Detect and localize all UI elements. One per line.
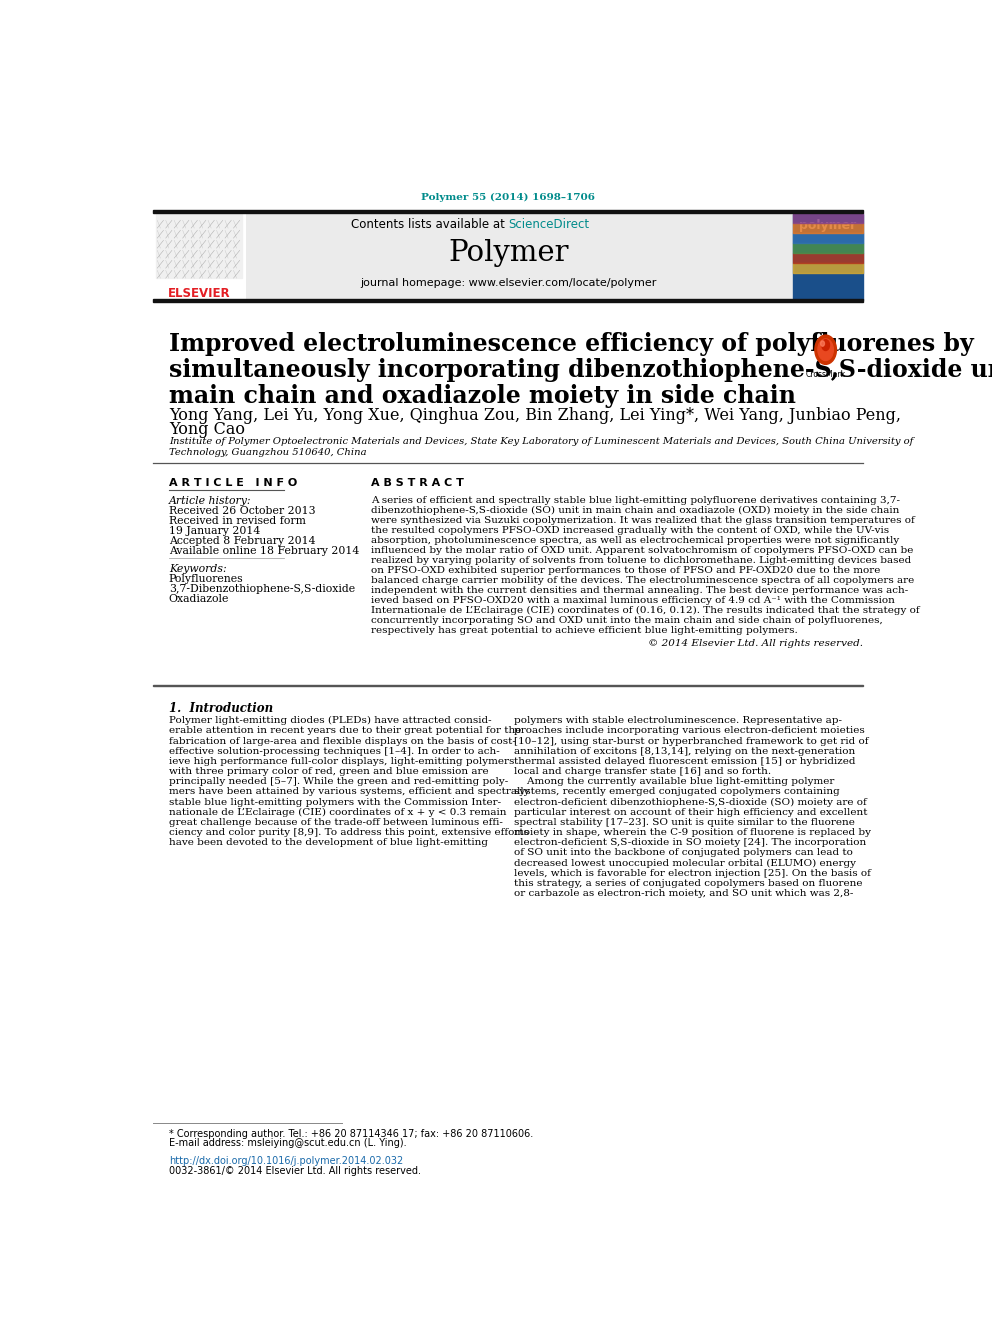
Text: Improved electroluminescence efficiency of polyfluorenes by: Improved electroluminescence efficiency … — [169, 332, 973, 356]
Text: concurrently incorporating SO and OXD unit into the main chain and side chain of: concurrently incorporating SO and OXD un… — [371, 617, 883, 626]
Bar — [154, 685, 863, 687]
Bar — [154, 299, 863, 302]
Text: A R T I C L E   I N F O: A R T I C L E I N F O — [169, 479, 297, 488]
Bar — [794, 213, 863, 222]
Bar — [793, 214, 863, 300]
Text: local and charge transfer state [16] and so forth.: local and charge transfer state [16] and… — [514, 767, 771, 777]
Text: moiety in shape, wherein the C-9 position of fluorene is replaced by: moiety in shape, wherein the C-9 positio… — [514, 828, 871, 837]
Text: systems, recently emerged conjugated copolymers containing: systems, recently emerged conjugated cop… — [514, 787, 839, 796]
Bar — [794, 243, 863, 253]
Text: polymer: polymer — [800, 220, 856, 233]
Text: principally needed [5–7]. While the green and red-emitting poly-: principally needed [5–7]. While the gree… — [169, 777, 508, 786]
Text: http://dx.doi.org/10.1016/j.polymer.2014.02.032: http://dx.doi.org/10.1016/j.polymer.2014… — [169, 1156, 403, 1166]
Ellipse shape — [820, 341, 824, 347]
Text: Internationale de L’Eclairage (CIE) coordinates of (0.16, 0.12). The results ind: Internationale de L’Eclairage (CIE) coor… — [371, 606, 920, 615]
Text: CrossMark: CrossMark — [806, 369, 846, 378]
Ellipse shape — [821, 340, 829, 351]
Ellipse shape — [814, 335, 836, 364]
Text: with three primary color of red, green and blue emission are: with three primary color of red, green a… — [169, 767, 488, 777]
Text: this strategy, a series of conjugated copolymers based on fluorene: this strategy, a series of conjugated co… — [514, 878, 862, 888]
Text: ciency and color purity [8,9]. To address this point, extensive efforts: ciency and color purity [8,9]. To addres… — [169, 828, 529, 837]
Text: decreased lowest unoccupied molecular orbital (ELUMO) energy: decreased lowest unoccupied molecular or… — [514, 859, 856, 868]
Text: Received in revised form: Received in revised form — [169, 516, 306, 527]
Text: influenced by the molar ratio of OXD unit. Apparent solvatochromism of copolymer: influenced by the molar ratio of OXD uni… — [371, 546, 914, 556]
Text: ELSEVIER: ELSEVIER — [169, 287, 231, 300]
Text: 19 January 2014: 19 January 2014 — [169, 527, 260, 536]
Text: main chain and oxadiazole moiety in side chain: main chain and oxadiazole moiety in side… — [169, 385, 796, 409]
Text: journal homepage: www.elsevier.com/locate/polymer: journal homepage: www.elsevier.com/locat… — [360, 279, 657, 288]
Text: electron-deficient dibenzothiophene-S,S-dioxide (SO) moiety are of: electron-deficient dibenzothiophene-S,S-… — [514, 798, 867, 807]
Bar — [156, 214, 242, 278]
Text: A series of efficient and spectrally stable blue light-emitting polyfluorene der: A series of efficient and spectrally sta… — [371, 496, 901, 505]
Text: 3,7-Dibenzothiophene-S,S-dioxide: 3,7-Dibenzothiophene-S,S-dioxide — [169, 583, 355, 594]
Text: respectively has great potential to achieve efficient blue light-emitting polyme: respectively has great potential to achi… — [371, 626, 799, 635]
Text: Among the currently available blue light-emitting polymer: Among the currently available blue light… — [514, 777, 834, 786]
Text: stable blue light-emitting polymers with the Commission Inter-: stable blue light-emitting polymers with… — [169, 798, 501, 807]
Bar — [154, 214, 246, 300]
Ellipse shape — [818, 339, 833, 360]
Text: the resulted copolymers PFSO-OXD increased gradually with the content of OXD, wh: the resulted copolymers PFSO-OXD increas… — [371, 527, 890, 534]
Text: ieved based on PFSO-OXD20 with a maximal luminous efficiency of 4.9 cd A⁻¹ with : ieved based on PFSO-OXD20 with a maximal… — [371, 597, 895, 605]
Text: A B S T R A C T: A B S T R A C T — [371, 479, 464, 488]
Text: annihilation of excitons [8,13,14], relying on the next-generation: annihilation of excitons [8,13,14], rely… — [514, 746, 855, 755]
Text: proaches include incorporating various electron-deficient moieties: proaches include incorporating various e… — [514, 726, 865, 736]
Text: Polyfluorenes: Polyfluorenes — [169, 574, 243, 583]
Text: Yong Yang, Lei Yu, Yong Xue, Qinghua Zou, Bin Zhang, Lei Ying*, Wei Yang, Junbia: Yong Yang, Lei Yu, Yong Xue, Qinghua Zou… — [169, 406, 901, 423]
Text: mers have been attained by various systems, efficient and spectrally: mers have been attained by various syste… — [169, 787, 530, 796]
Bar — [794, 224, 863, 233]
Text: independent with the current densities and thermal annealing. The best device pe: independent with the current densities a… — [371, 586, 909, 595]
Text: E-mail address: msleiying@scut.edu.cn (L. Ying).: E-mail address: msleiying@scut.edu.cn (L… — [169, 1138, 407, 1148]
Text: fabrication of large-area and flexible displays on the basis of cost-: fabrication of large-area and flexible d… — [169, 737, 516, 746]
Text: erable attention in recent years due to their great potential for the: erable attention in recent years due to … — [169, 726, 521, 736]
Text: 1.  Introduction: 1. Introduction — [169, 703, 273, 716]
Text: 0032-3861/© 2014 Elsevier Ltd. All rights reserved.: 0032-3861/© 2014 Elsevier Ltd. All right… — [169, 1166, 421, 1176]
Text: Polymer: Polymer — [448, 238, 568, 267]
Text: Contents lists available at: Contents lists available at — [351, 218, 509, 230]
Text: © 2014 Elsevier Ltd. All rights reserved.: © 2014 Elsevier Ltd. All rights reserved… — [649, 639, 863, 648]
Text: simultaneously incorporating dibenzothiophene-S,S-dioxide unit in: simultaneously incorporating dibenzothio… — [169, 359, 992, 382]
Text: polymers with stable electroluminescence. Representative ap-: polymers with stable electroluminescence… — [514, 716, 842, 725]
Text: Keywords:: Keywords: — [169, 564, 226, 574]
Text: levels, which is favorable for electron injection [25]. On the basis of: levels, which is favorable for electron … — [514, 869, 871, 877]
Text: thermal assisted delayed fluorescent emission [15] or hybridized: thermal assisted delayed fluorescent emi… — [514, 757, 855, 766]
Text: Polymer light-emitting diodes (PLEDs) have attracted consid-: Polymer light-emitting diodes (PLEDs) ha… — [169, 716, 491, 725]
Text: nationale de L’Eclairage (CIE) coordinates of x + y < 0.3 remain: nationale de L’Eclairage (CIE) coordinat… — [169, 808, 506, 816]
Text: Polymer 55 (2014) 1698–1706: Polymer 55 (2014) 1698–1706 — [422, 193, 595, 202]
Text: great challenge because of the trade-off between luminous effi-: great challenge because of the trade-off… — [169, 818, 503, 827]
Text: ieve high performance full-color displays, light-emitting polymers: ieve high performance full-color display… — [169, 757, 514, 766]
Text: Accepted 8 February 2014: Accepted 8 February 2014 — [169, 536, 315, 546]
Text: [10–12], using star-burst or hyperbranched framework to get rid of: [10–12], using star-burst or hyperbranch… — [514, 737, 868, 746]
Text: realized by varying polarity of solvents from toluene to dichloromethane. Light-: realized by varying polarity of solvents… — [371, 556, 912, 565]
Bar — [154, 210, 863, 213]
Text: were synthesized via Suzuki copolymerization. It was realized that the glass tra: were synthesized via Suzuki copolymeriza… — [371, 516, 915, 525]
Text: Article history:: Article history: — [169, 496, 251, 505]
Text: dibenzothiophene-S,S-dioxide (SO) unit in main chain and oxadiazole (OXD) moiety: dibenzothiophene-S,S-dioxide (SO) unit i… — [371, 505, 900, 515]
Text: of SO unit into the backbone of conjugated polymers can lead to: of SO unit into the backbone of conjugat… — [514, 848, 853, 857]
Bar — [794, 254, 863, 263]
Text: Available online 18 February 2014: Available online 18 February 2014 — [169, 546, 359, 556]
Text: spectral stability [17–23]. SO unit is quite similar to the fluorene: spectral stability [17–23]. SO unit is q… — [514, 818, 855, 827]
Text: absorption, photoluminescence spectra, as well as electrochemical properties wer: absorption, photoluminescence spectra, a… — [371, 536, 900, 545]
Bar — [246, 214, 793, 300]
Bar — [794, 233, 863, 242]
Text: ScienceDirect: ScienceDirect — [509, 218, 589, 230]
Text: balanced charge carrier mobility of the devices. The electroluminescence spectra: balanced charge carrier mobility of the … — [371, 576, 915, 585]
Text: electron-deficient S,S-dioxide in SO moiety [24]. The incorporation: electron-deficient S,S-dioxide in SO moi… — [514, 839, 866, 847]
Bar — [794, 263, 863, 273]
Text: have been devoted to the development of blue light-emitting: have been devoted to the development of … — [169, 839, 488, 847]
Text: particular interest on account of their high efficiency and excellent: particular interest on account of their … — [514, 808, 867, 816]
Text: Technology, Guangzhou 510640, China: Technology, Guangzhou 510640, China — [169, 447, 366, 456]
Text: Received 26 October 2013: Received 26 October 2013 — [169, 505, 315, 516]
Text: or carbazole as electron-rich moiety, and SO unit which was 2,8-: or carbazole as electron-rich moiety, an… — [514, 889, 853, 898]
Text: on PFSO-OXD exhibited superior performances to those of PFSO and PF-OXD20 due to: on PFSO-OXD exhibited superior performan… — [371, 566, 881, 576]
Text: Institute of Polymer Optoelectronic Materials and Devices, State Key Laboratory : Institute of Polymer Optoelectronic Mate… — [169, 438, 914, 446]
Text: effective solution-processing techniques [1–4]. In order to ach-: effective solution-processing techniques… — [169, 746, 500, 755]
Text: Oxadiazole: Oxadiazole — [169, 594, 229, 603]
Text: * Corresponding author. Tel.: +86 20 87114346 17; fax: +86 20 87110606.: * Corresponding author. Tel.: +86 20 871… — [169, 1129, 533, 1139]
Text: Yong Cao: Yong Cao — [169, 421, 245, 438]
